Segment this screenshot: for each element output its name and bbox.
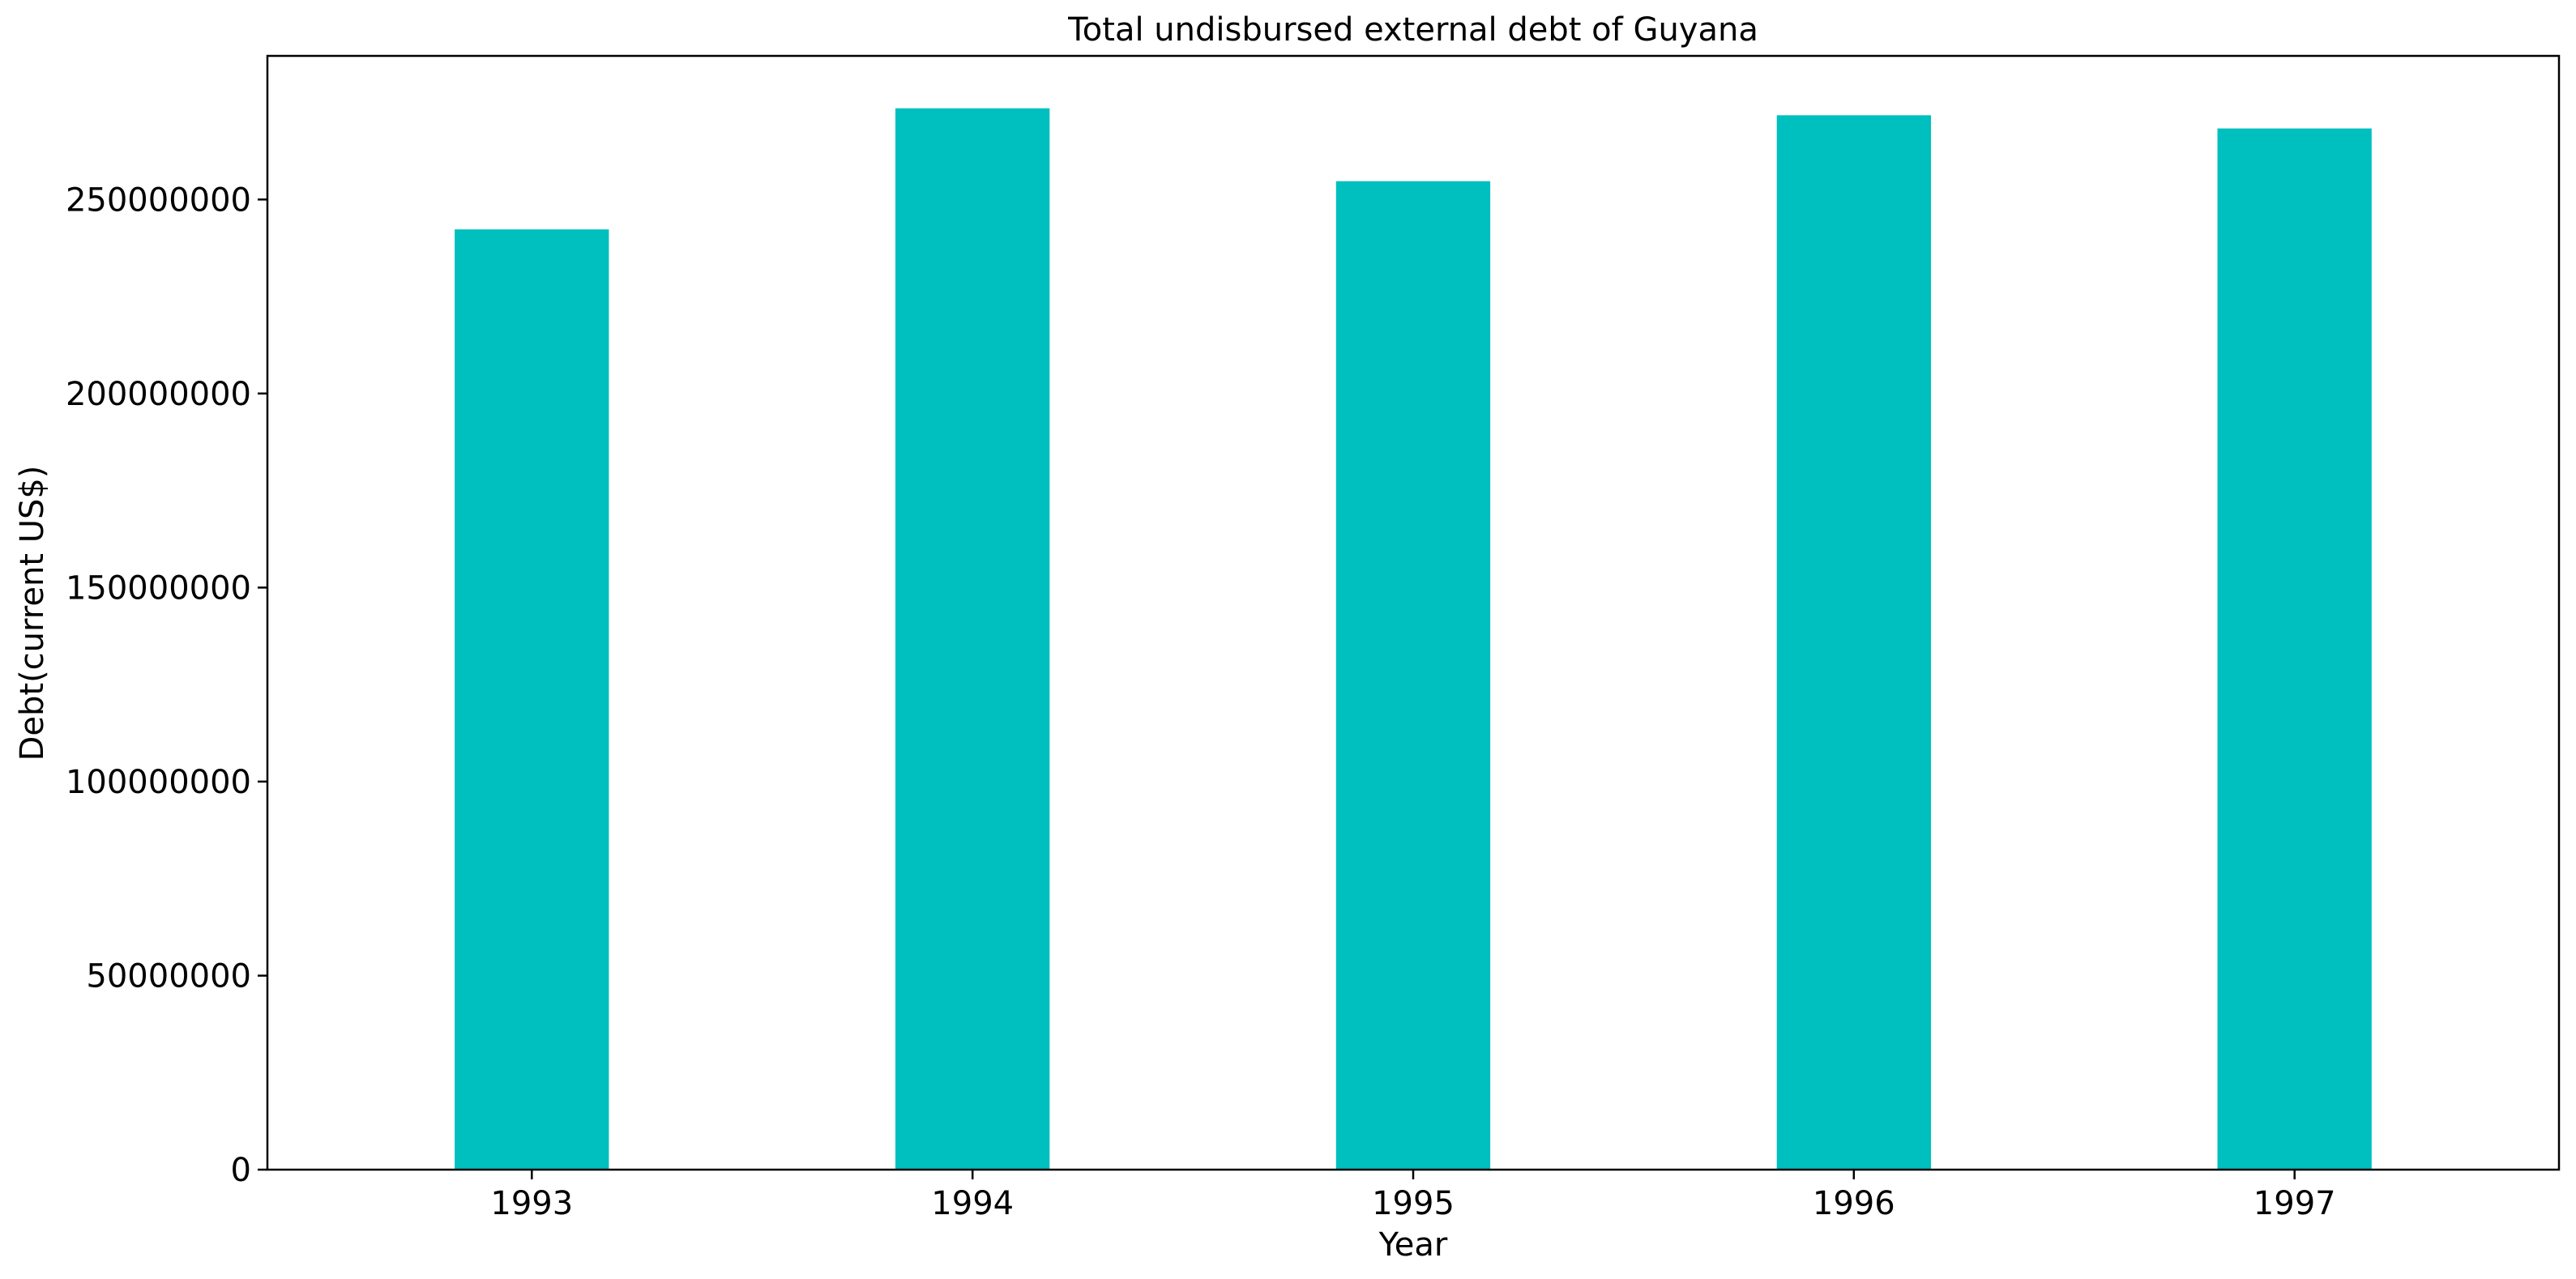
y-axis-label: Debt(current US$) bbox=[14, 466, 51, 761]
y-tick-label: 100000000 bbox=[66, 764, 251, 801]
bars-group bbox=[455, 108, 2372, 1170]
bar-1996 bbox=[1776, 115, 1931, 1170]
x-axis-label: Year bbox=[1378, 1226, 1448, 1264]
chart-title: Total undisbursed external debt of Guyan… bbox=[1067, 11, 1758, 49]
x-axis-ticks: 1993 1994 1995 1996 1997 bbox=[490, 1170, 2336, 1222]
plot-area-frame bbox=[266, 54, 2561, 1171]
bar-1993 bbox=[455, 229, 609, 1170]
y-tick-label: 250000000 bbox=[66, 181, 251, 219]
y-tick-label: 150000000 bbox=[66, 569, 251, 607]
y-tick-label: 0 bbox=[231, 1152, 251, 1189]
x-tick-label: 1997 bbox=[2253, 1185, 2336, 1222]
y-tick-label: 200000000 bbox=[66, 376, 251, 413]
bar-1995 bbox=[1335, 181, 1491, 1170]
bar-1997 bbox=[2217, 128, 2372, 1170]
x-tick-label: 1995 bbox=[1372, 1185, 1455, 1222]
bar-1994 bbox=[895, 108, 1050, 1170]
y-tick-label: 50000000 bbox=[86, 958, 251, 995]
x-tick-label: 1996 bbox=[1813, 1185, 1895, 1222]
x-tick-label: 1993 bbox=[490, 1185, 573, 1222]
x-tick-label: 1994 bbox=[931, 1185, 1014, 1222]
y-axis-ticks: 0 50000000 100000000 150000000 200000000 2500… bbox=[66, 181, 267, 1189]
